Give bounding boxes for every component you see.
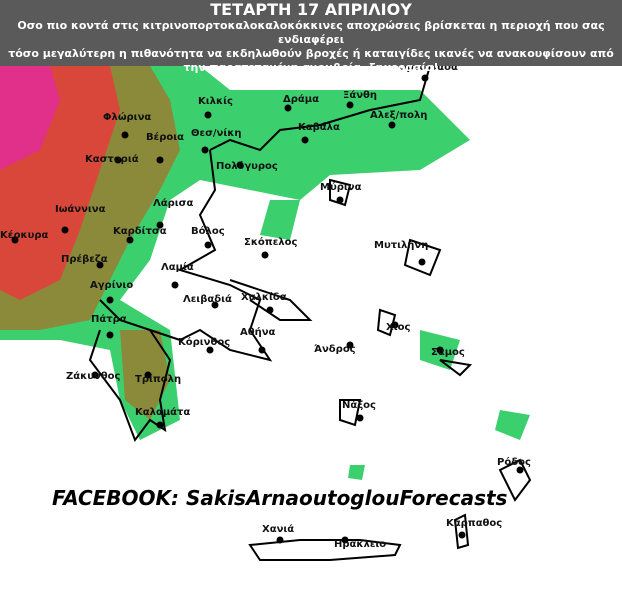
city-label: Σάμος — [431, 346, 465, 358]
city-label: Αθήνα — [240, 326, 276, 338]
city-label: Ζάκυνθος — [66, 370, 121, 382]
city-label: Βόλος — [191, 225, 225, 237]
header-line: τόσο μεγαλύτερη η πιθανότητα να εκδηλωθο… — [8, 47, 614, 60]
city-dot — [266, 306, 274, 314]
city-label: Νάξος — [342, 399, 376, 411]
city-dot — [346, 341, 354, 349]
city-dot — [171, 281, 179, 289]
city-dot — [211, 301, 219, 309]
city-dot — [204, 111, 212, 119]
city-dot — [418, 258, 426, 266]
city-label: Πάτρα — [91, 313, 127, 325]
city-dot — [336, 196, 344, 204]
city-label: Καλαμάτα — [135, 406, 190, 418]
city-dot — [144, 371, 152, 379]
city-label: Ξάνθη — [343, 89, 377, 101]
city-label: Λάρισα — [153, 197, 193, 209]
city-label: Βέροια — [146, 131, 184, 143]
city-dot — [391, 321, 399, 329]
city-dot — [356, 414, 364, 422]
city-label: Αγρίνιο — [90, 279, 133, 291]
rain-shading — [0, 66, 530, 480]
city-dot — [11, 236, 19, 244]
city-dot — [341, 536, 349, 544]
header-line: Οσο πιο κοντά στις κιτρινοπορτοκαλοκαλοκ… — [17, 19, 605, 46]
city-dot — [126, 236, 134, 244]
city-label: Χίος — [386, 321, 410, 333]
city-label: Ρόδος — [497, 456, 531, 468]
city-label: Κέρκυρα — [0, 229, 48, 241]
city-label: Τρίπολη — [135, 373, 181, 385]
city-label: Μυτιλήνη — [374, 239, 428, 251]
city-dot — [258, 346, 266, 354]
header-line: την παρατεταμένη ανομβρία- ξημερασία! — [183, 61, 439, 74]
city-dot — [121, 131, 129, 139]
city-label: Πολύγυρος — [216, 160, 278, 172]
city-dot — [61, 226, 69, 234]
city-label: Θεσ/νίκη — [191, 127, 241, 139]
city-label: Πρέβεζα — [61, 253, 108, 265]
city-dot — [156, 221, 164, 229]
city-dot — [96, 261, 104, 269]
city-dot — [156, 156, 164, 164]
city-label: Μύρινα — [320, 181, 362, 193]
city-dot — [236, 161, 244, 169]
city-label: Ιωάννινα — [55, 203, 106, 215]
city-label: Καστοριά — [85, 153, 139, 165]
city-dot — [106, 296, 114, 304]
city-dot — [346, 101, 354, 109]
city-dot — [156, 421, 164, 429]
city-dot — [284, 104, 292, 112]
city-dot — [301, 136, 309, 144]
city-label: Κόρινθος — [178, 336, 230, 348]
header: ΤΕΤΑΡΤΗ 17 ΑΠΡΙΛΙΟΥ Οσο πιο κοντά στις κ… — [0, 0, 622, 74]
city-label: Λαμία — [161, 261, 194, 273]
city-label: Καρδίτσα — [113, 225, 167, 237]
city-dot — [91, 371, 99, 379]
city-dot — [516, 466, 524, 474]
city-dot — [276, 536, 284, 544]
city-label: Άνδρος — [314, 343, 356, 355]
city-label: Κάρπαθος — [446, 517, 502, 529]
city-label: Χαλκίδα — [241, 291, 287, 303]
title: ΤΕΤΑΡΤΗ 17 ΑΠΡΙΛΙΟΥ — [210, 0, 412, 19]
city-label: Αλεξ/πολη — [370, 110, 427, 121]
city-label: Φλώρινα — [103, 111, 151, 123]
city-dot — [106, 331, 114, 339]
city-dot — [114, 156, 122, 164]
city-label: Σκόπελος — [244, 236, 297, 248]
city-dot — [261, 251, 269, 259]
coastlines — [88, 65, 532, 561]
city-label: Κιλκίς — [198, 95, 233, 107]
city-label: Ηράκλειο — [334, 538, 386, 550]
watermark: FACEBOOK: SakisArnaoutoglouForecasts — [52, 486, 508, 510]
city-dot — [436, 346, 444, 354]
city-dot — [421, 74, 429, 82]
city-label: Χανιά — [262, 523, 294, 535]
city-dot — [388, 121, 396, 129]
city-label: Λειβαδιά — [183, 293, 232, 305]
city-dot — [458, 531, 466, 539]
city-dot — [206, 346, 214, 354]
city-label: Καβάλα — [298, 121, 340, 133]
city-dot — [204, 241, 212, 249]
city-label: Δράμα — [283, 93, 319, 105]
city-dot — [201, 146, 209, 154]
